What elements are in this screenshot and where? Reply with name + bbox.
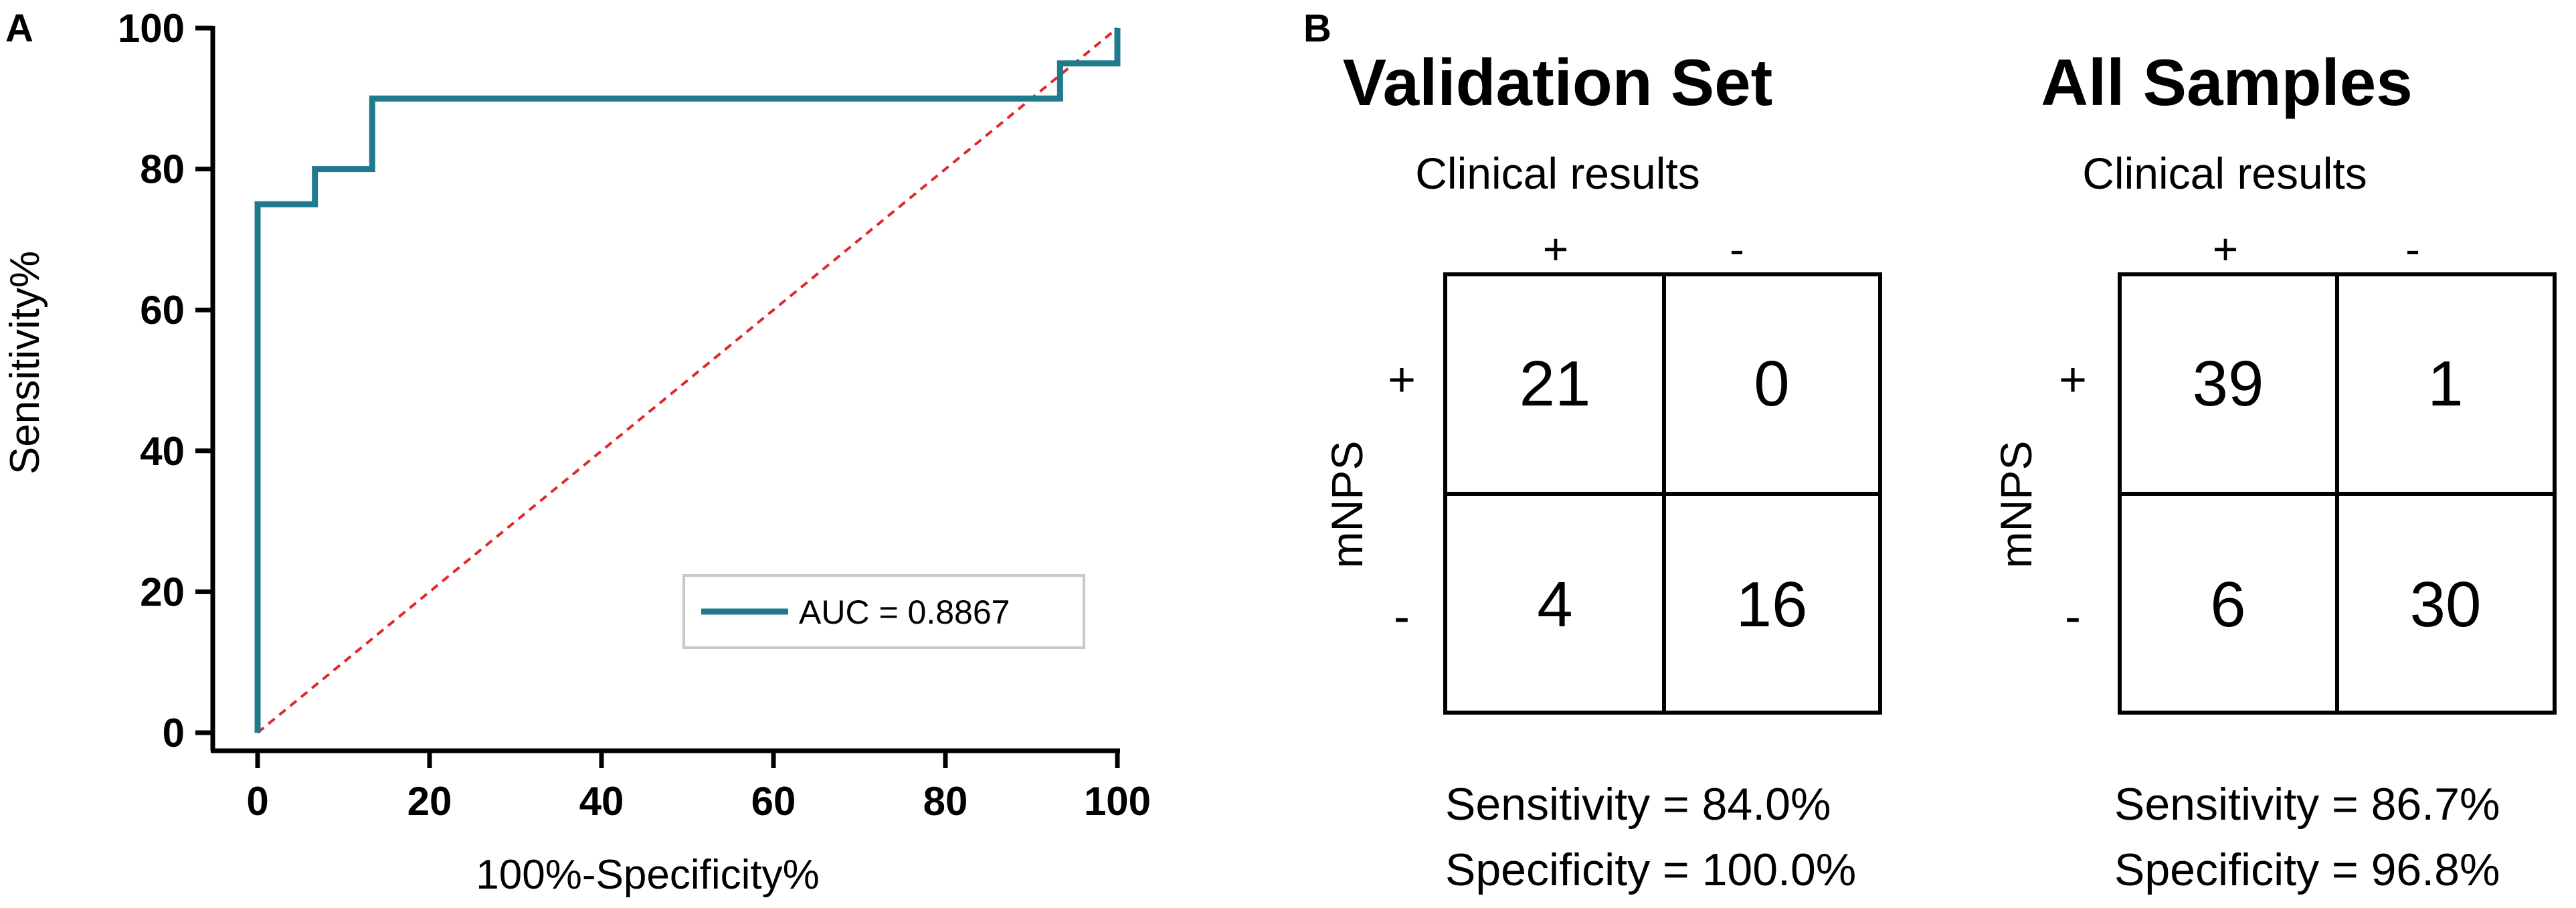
column-sign-negative: - xyxy=(2405,224,2420,274)
specificity-text: Specificity = 100.0% xyxy=(1445,844,1856,895)
x-tick-label: 20 xyxy=(407,779,452,824)
sensitivity-text: Sensitivity = 84.0% xyxy=(1445,779,1831,830)
legend-entry-label: AUC = 0.8867 xyxy=(799,594,1010,631)
y-tick-label: 20 xyxy=(140,569,185,614)
roc-curve-line xyxy=(254,28,1121,733)
y-tick-label: 60 xyxy=(140,288,185,333)
roc-axes xyxy=(210,26,1120,753)
confusion-matrix-validation-set: Validation Set Clinical results + - mNPS… xyxy=(1322,46,1882,895)
x-tick-label: 40 xyxy=(579,779,624,824)
matrix-title: All Samples xyxy=(2041,46,2413,119)
x-axis-label: 100%-Specificity% xyxy=(476,852,819,898)
row-sign-positive: + xyxy=(2059,353,2087,407)
row-axis-label: mNPS xyxy=(1991,441,2041,569)
cell-true-negative: 16 xyxy=(1736,569,1808,640)
matrix-subtitle: Clinical results xyxy=(2082,149,2367,198)
panel-label-a: A xyxy=(5,7,33,50)
row-sign-negative: - xyxy=(1394,590,1410,644)
y-axis-label: Sensitivity% xyxy=(2,251,48,474)
column-sign-positive: + xyxy=(2213,224,2239,274)
column-sign-positive: + xyxy=(1543,224,1569,274)
sensitivity-text: Sensitivity = 86.7% xyxy=(2114,779,2500,830)
column-sign-negative: - xyxy=(1730,224,1744,274)
reference-diagonal-line xyxy=(256,27,1119,734)
y-tick-label: 0 xyxy=(163,711,185,755)
roc-y-ticks: 0 20 40 60 80 100 xyxy=(118,6,213,755)
x-tick-label: 100 xyxy=(1084,779,1151,824)
matrix-subtitle: Clinical results xyxy=(1415,149,1699,198)
x-tick-label: 60 xyxy=(751,779,796,824)
confusion-matrix-all-samples: All Samples Clinical results + - mNPS + … xyxy=(1991,46,2557,895)
x-tick-label: 80 xyxy=(923,779,968,824)
roc-x-ticks: 0 20 40 60 80 100 xyxy=(246,751,1151,824)
cell-true-positive: 39 xyxy=(2193,348,2264,420)
cell-false-positive: 1 xyxy=(2427,348,2463,420)
panel-label-b: B xyxy=(1303,7,1331,50)
cell-true-positive: 21 xyxy=(1520,348,1591,420)
y-tick-label: 80 xyxy=(140,147,185,192)
row-axis-label: mNPS xyxy=(1322,441,1372,569)
row-sign-positive: + xyxy=(1388,353,1416,407)
specificity-text: Specificity = 96.8% xyxy=(2114,844,2500,895)
y-tick-label: 100 xyxy=(118,6,185,51)
roc-chart: 0 20 40 60 80 100 0 20 40 60 80 100 100%-Specifici… xyxy=(2,6,1151,898)
cell-false-negative: 4 xyxy=(1537,569,1572,640)
row-sign-negative: - xyxy=(2065,590,2081,644)
legend: AUC = 0.8867 xyxy=(682,574,1085,649)
y-tick-label: 40 xyxy=(140,429,185,474)
x-tick-label: 0 xyxy=(246,779,268,824)
cell-false-positive: 0 xyxy=(1754,348,1789,420)
matrix-title: Validation Set xyxy=(1343,46,1773,119)
cell-false-negative: 6 xyxy=(2210,569,2245,640)
cell-true-negative: 30 xyxy=(2410,569,2482,640)
